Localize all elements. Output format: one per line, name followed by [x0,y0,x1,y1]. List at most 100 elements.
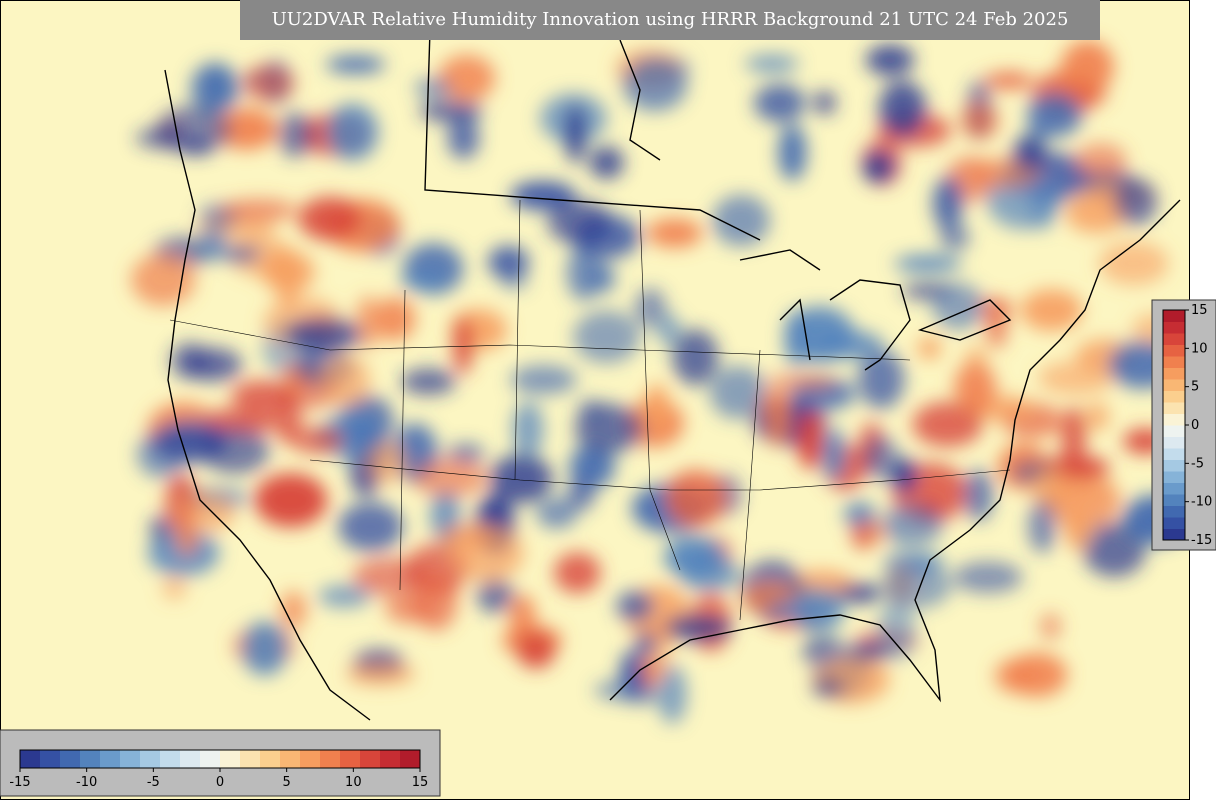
colorbar-segment [1163,471,1185,483]
humidity-blob [219,198,297,222]
humidity-blob [960,102,999,140]
humidity-blob [447,116,480,160]
humidity-blob [510,181,576,210]
humidity-blob [663,613,733,642]
humidity-blob [964,469,994,522]
colorbar-segment [260,750,281,768]
humidity-blob [1061,406,1087,466]
humidity-blob [765,374,838,391]
humidity-blob [878,80,927,137]
humidity-blob [985,296,1008,349]
humidity-blob [203,407,278,435]
colorbar-tick-label: 10 [345,775,362,790]
humidity-blob [765,389,791,447]
humidity-blob [323,407,385,464]
colorbar-segment [1163,321,1185,334]
humidity-blob [1006,652,1068,697]
humidity-blob [1085,402,1110,431]
humidity-blob [536,497,578,529]
vertical-colorbar: -15 -10 -5 0 5 10 15 [1162,303,1212,548]
humidity-blob [811,678,845,697]
humidity-blob [1028,499,1057,554]
humidity-blob [325,55,386,74]
colorbar-segment [1163,436,1185,449]
humidity-blob [1075,142,1127,180]
colorbar-segment [1163,505,1185,518]
humidity-blob [411,458,488,498]
humidity-blob [767,600,842,618]
colorbar-tick-label: -5 [1191,456,1204,471]
humidity-blob [891,458,918,493]
colorbar-segment [1163,413,1185,426]
great-lakes [739,249,1012,371]
humidity-blob [149,515,171,542]
humidity-blob [419,99,484,122]
colorbar-tick-label: 0 [216,775,224,790]
humidity-blob [912,401,983,447]
humidity-blob [952,561,1023,594]
colorbar-segment [220,750,241,768]
colorbar-tick-label: 0 [1191,418,1199,433]
humidity-blob [939,225,970,251]
colorbar-segment [300,750,321,768]
coastlines [164,29,1181,721]
colorbar-segment [40,750,61,768]
humidity-blob [657,664,687,724]
humidity-blob [1013,134,1047,171]
humidity-blob [745,54,799,73]
west-coast [164,69,371,721]
humidity-blob [452,315,474,375]
humidity-blob [450,525,525,581]
colorbar-segment [1163,517,1185,529]
colorbar-segment [1163,528,1185,541]
humidity-blob [298,196,363,241]
humidity-blob [156,105,231,155]
humidity-blob [784,310,806,367]
humidity-blob [877,600,916,661]
humidity-blob [646,218,703,248]
humidity-blob [510,365,577,395]
humidity-blob [880,504,943,547]
colorbar-segment [1163,356,1185,368]
humidity-blob [847,642,890,662]
colorbar-tick-label: 5 [1191,380,1199,395]
humidity-blob [1040,613,1061,641]
colorbar-segment [1163,448,1185,460]
humidity-blob [374,297,416,341]
colorbar-segment [1163,310,1185,322]
colorbar-segment [280,750,301,768]
colorbar-tick-label: -15 [1191,533,1212,548]
humidity-blob [1113,178,1158,226]
title-box [240,0,1100,40]
humidity-blob [230,380,295,411]
colorbar-tick-label: -5 [147,775,160,790]
humidity-blob [276,256,299,310]
colorbar-tick-label: 15 [1191,303,1208,318]
humidity-blob [589,146,624,180]
humidity-blob [796,410,824,470]
colorbar-segment [160,750,181,768]
humidity-blob [184,347,243,382]
humidity-field [131,40,1189,724]
humidity-blob [326,103,379,161]
humidity-blob [565,104,586,164]
humidity-blob [664,469,726,528]
state-boundaries [169,199,1011,621]
humidity-blob [589,263,616,293]
humidity-blob [894,255,963,272]
humidity-blob [1027,92,1082,138]
humidity-blob [657,313,681,346]
colorbar-segment [400,750,421,768]
humidity-blob [487,245,530,279]
humidity-blob [318,585,371,608]
humidity-blob [414,79,452,97]
humidity-blob [175,491,236,533]
humidity-blob [1065,507,1090,550]
colorbar-segment [80,750,101,768]
colorbar-segment [20,750,41,768]
humidity-blob [645,383,669,431]
colorbar-segment [1163,344,1185,357]
east-coast [609,199,1181,703]
colorbar-segment [1163,494,1185,506]
colorbar-segment [1163,379,1185,391]
